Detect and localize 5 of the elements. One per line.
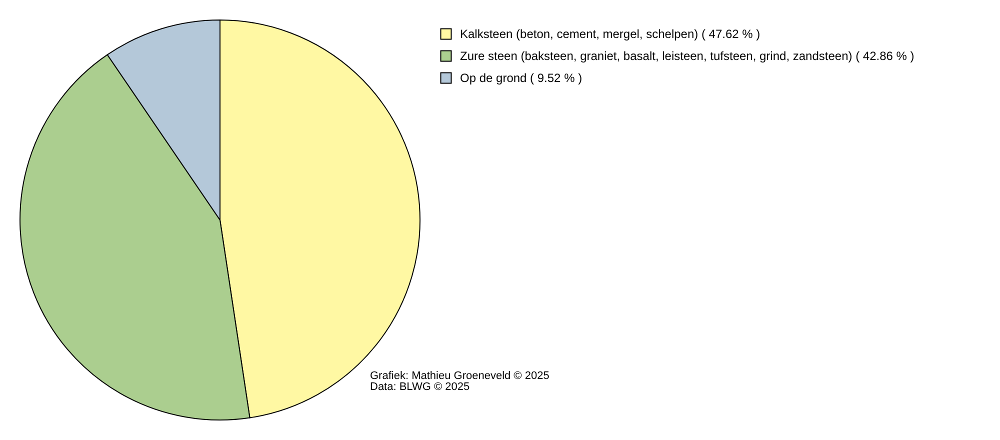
legend-label: Zure steen (baksteen, graniet, basalt, leisteen, tufsteen, grind, zandsteen) ( 42.86 % ) [460, 49, 914, 63]
legend-label: Kalksteen (beton, cement, mergel, schelpen) ( 47.62 % ) [460, 27, 760, 41]
text: Grafiek: Mathieu Groeneveld © 2025 [370, 370, 550, 382]
legend-label: Op de grond ( 9.52 % ) [460, 71, 582, 85]
text: Data: BLWG © 2025 [370, 381, 470, 393]
